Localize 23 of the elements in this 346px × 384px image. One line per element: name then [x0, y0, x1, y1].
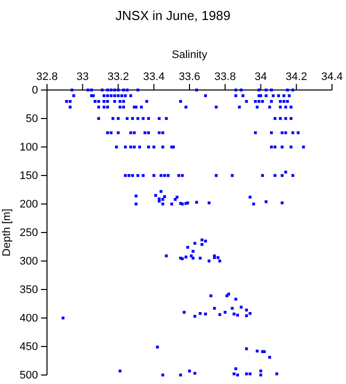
y-axis-title: Depth [m] — [1, 208, 13, 256]
y-tick-label: 200 — [20, 198, 38, 211]
y-tick-label: 100 — [20, 142, 38, 154]
chart-title: JNSX in June, 1989 — [116, 8, 230, 23]
x-tick-label: 32.8 — [36, 70, 58, 83]
y-tick-label: 300 — [20, 256, 38, 268]
x-tick-label: 34.2 — [286, 70, 308, 83]
x-tick-label: 33.8 — [214, 70, 236, 83]
x-tick-label: 33.6 — [178, 70, 200, 83]
y-tick-label: 500 — [20, 370, 38, 382]
y-tick-label: 0 — [32, 84, 38, 97]
x-tick-label: 33 — [76, 70, 89, 83]
x-tick-label: 33.2 — [108, 70, 129, 83]
x-tick-label: 34 — [254, 70, 267, 83]
y-tick-label: 450 — [20, 341, 38, 354]
y-tick-label: 250 — [20, 227, 38, 240]
x-tick-label: 34.4 — [321, 70, 343, 83]
y-tick-label: 350 — [20, 284, 38, 296]
y-tick-label: 50 — [26, 113, 38, 126]
y-tick-label: 150 — [20, 170, 38, 182]
x-axis-title: Salinity — [172, 49, 208, 61]
y-tick-label: 400 — [20, 312, 38, 325]
x-tick-label: 33.4 — [143, 70, 165, 83]
